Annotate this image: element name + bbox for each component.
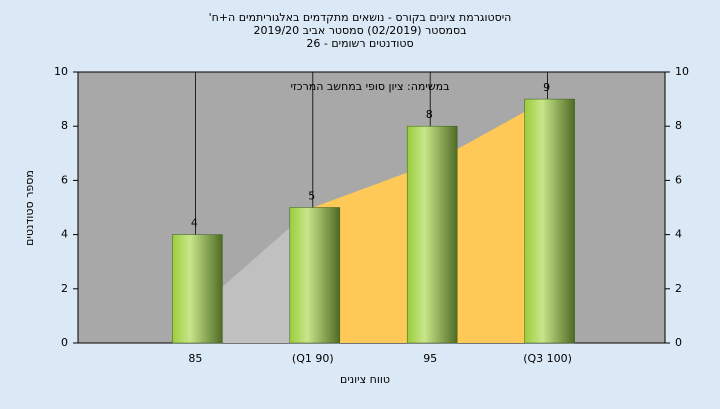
y-tick-label: 8 (61, 119, 68, 132)
y-axis-label: מספר סטודנטים (23, 170, 36, 246)
y2-tick-label: 0 (675, 336, 682, 349)
value-label: 9 (543, 81, 550, 94)
value-label: 5 (308, 190, 315, 203)
title-line: בסמסטר (02/2019) סמסטר אביב 2019/20 (253, 24, 466, 37)
title-line: היסטוגרמת ציונים בקורס - נושאים מתקדמים … (209, 11, 512, 24)
value-label: 8 (426, 108, 433, 121)
bar (172, 234, 223, 344)
y-tick-label: 2 (61, 282, 68, 295)
y2-tick-label: 10 (675, 65, 689, 78)
y-tick-label: 6 (61, 173, 68, 186)
y2-tick-label: 8 (675, 119, 682, 132)
x-tick-label: (Q3 100) (523, 352, 572, 365)
x-axis-label: טווח ציונים (340, 373, 390, 386)
annotation: במשימה: ציון סופי במחשב המרכזי (290, 80, 449, 93)
y-tick-label: 10 (54, 65, 68, 78)
y2-tick-label: 2 (675, 282, 682, 295)
bar (289, 207, 341, 344)
x-tick-label: 85 (188, 352, 202, 365)
title-line: סטודנטים רשומים - 26 (306, 37, 413, 50)
x-tick-label: (Q1 90) (292, 352, 334, 365)
bar (524, 98, 575, 344)
area (195, 207, 313, 343)
y2-tick-label: 4 (675, 228, 682, 241)
y-tick-label: 0 (61, 336, 68, 349)
bar (406, 125, 458, 344)
y-tick-label: 4 (61, 228, 68, 241)
value-label: 4 (191, 217, 198, 230)
x-tick-label: 95 (423, 352, 437, 365)
y2-tick-label: 6 (675, 173, 682, 186)
